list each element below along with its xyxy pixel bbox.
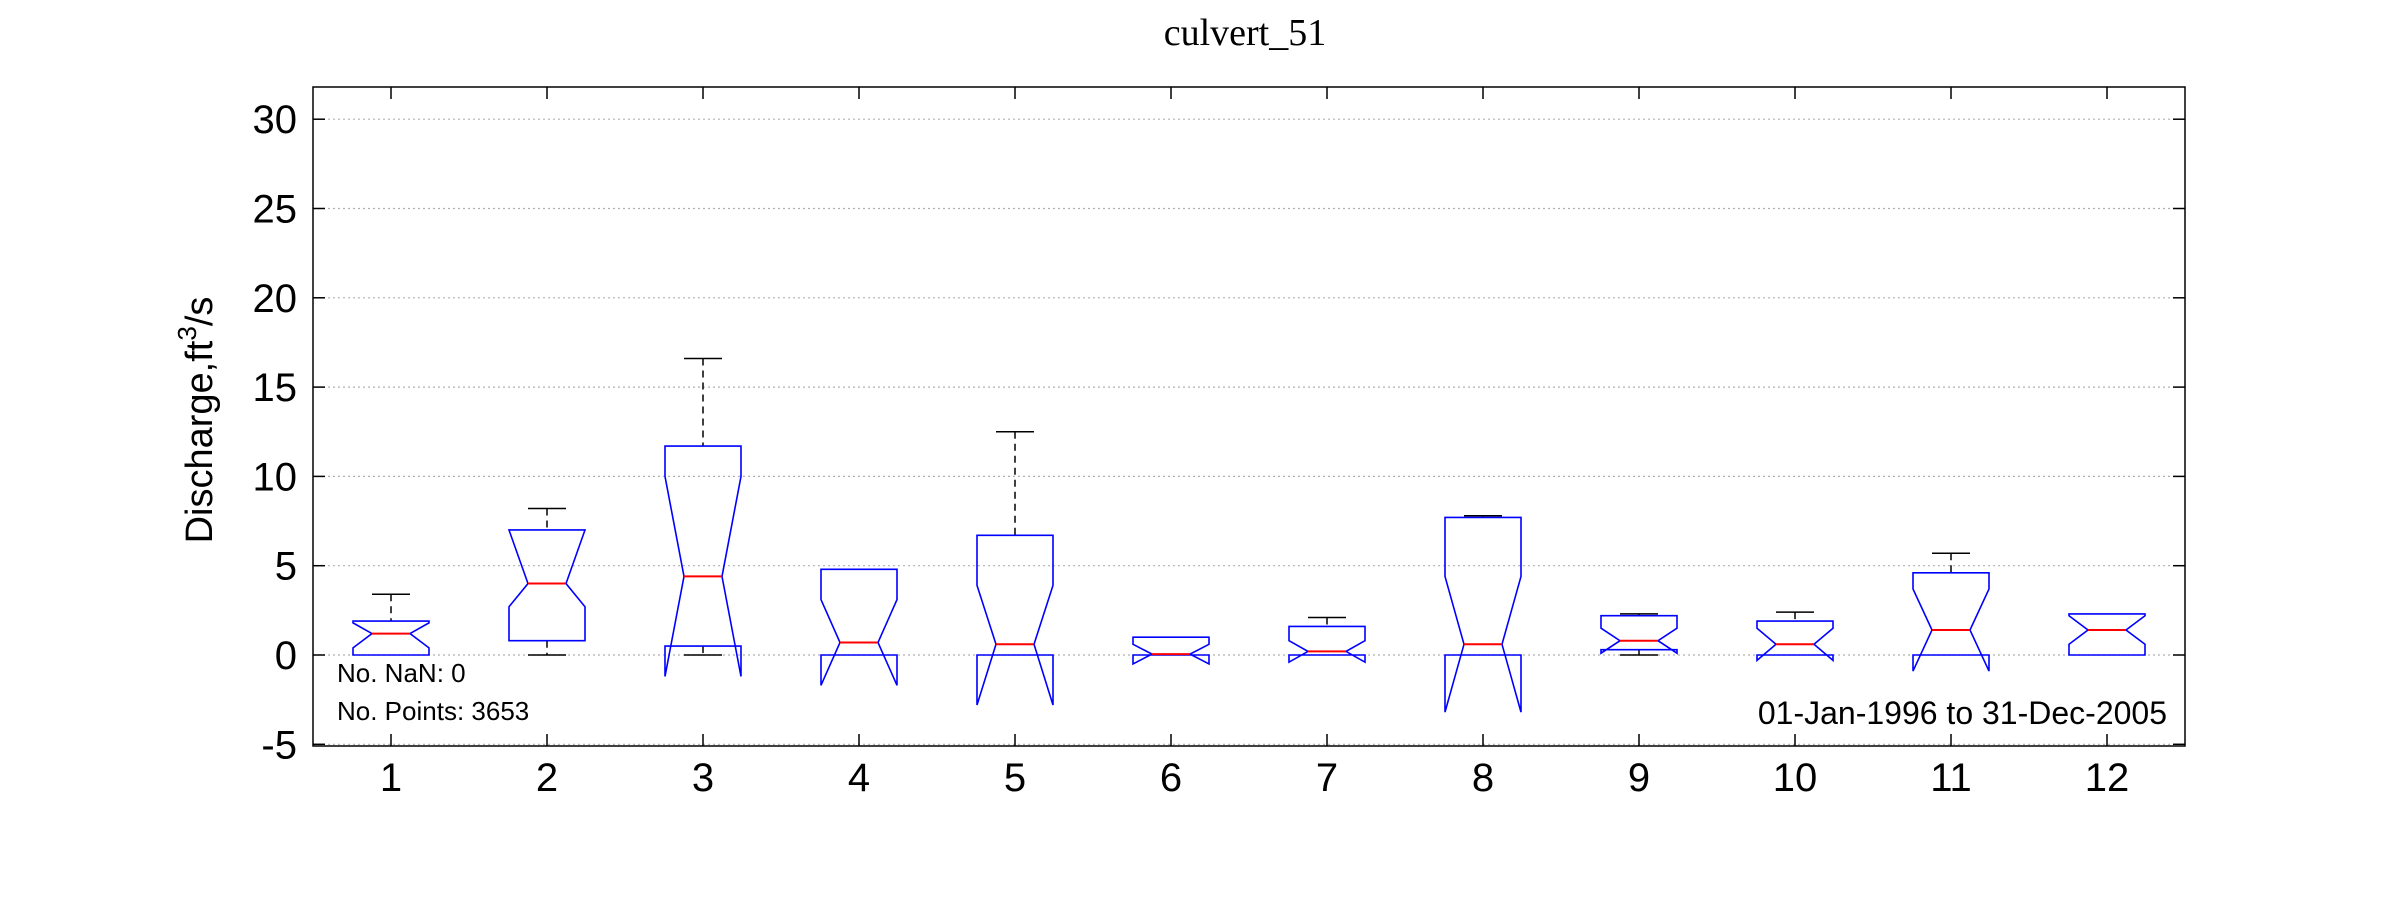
y-tick-label: -5 bbox=[261, 723, 297, 767]
y-tick-label: 20 bbox=[253, 277, 298, 321]
date-range-annotation: 01-Jan-1996 to 31-Dec-2005 bbox=[1758, 695, 2167, 731]
x-tick-label: 3 bbox=[692, 756, 714, 800]
x-tick-label: 4 bbox=[848, 756, 870, 800]
notched-box bbox=[507, 529, 587, 642]
x-tick-label: 8 bbox=[1472, 756, 1494, 800]
notched-box bbox=[352, 620, 430, 656]
box-11 bbox=[1912, 552, 1990, 672]
notched-box bbox=[1444, 516, 1522, 713]
nan-count-annotation: No. NaN: 0 bbox=[337, 658, 466, 688]
notched-box bbox=[1756, 620, 1834, 663]
chart-title: culvert_51 bbox=[1164, 12, 1327, 54]
points-count-annotation: No. Points: 3653 bbox=[337, 696, 529, 726]
notched-box bbox=[1600, 614, 1678, 655]
x-tick-label: 1 bbox=[380, 756, 402, 800]
x-tick-label: 10 bbox=[1773, 756, 1818, 800]
y-axis-ticks: -5 0 5 10 15 20 25 30 bbox=[253, 98, 2185, 767]
box-5 bbox=[976, 431, 1054, 706]
notched-box bbox=[664, 445, 742, 677]
axes-frame bbox=[312, 86, 2186, 747]
y-axis-label-tail: /s bbox=[179, 297, 221, 327]
x-tick-label: 6 bbox=[1160, 756, 1182, 800]
box-6 bbox=[1132, 636, 1210, 666]
x-tick-label: 9 bbox=[1628, 756, 1650, 800]
box-1 bbox=[352, 593, 430, 656]
box-12 bbox=[2068, 613, 2146, 656]
boxes bbox=[352, 357, 2146, 713]
notched-box bbox=[976, 534, 1054, 706]
grid-lines bbox=[313, 118, 2185, 745]
y-tick-label: 5 bbox=[275, 545, 297, 589]
x-tick-label: 5 bbox=[1004, 756, 1026, 800]
notched-box bbox=[820, 568, 898, 686]
x-tick-label: 12 bbox=[2085, 756, 2130, 800]
box-9 bbox=[1600, 613, 1678, 656]
y-tick-label: 30 bbox=[253, 98, 298, 142]
x-tick-label: 11 bbox=[1930, 756, 1972, 800]
notched-box bbox=[2068, 613, 2146, 656]
x-axis-ticks: 1 2 3 4 5 6 7 8 9 10 11 12 bbox=[380, 87, 2129, 800]
notched-box bbox=[1912, 572, 1990, 672]
y-tick-label: 0 bbox=[275, 634, 297, 678]
box-7 bbox=[1288, 616, 1366, 664]
box-10 bbox=[1756, 611, 1834, 663]
box-2 bbox=[507, 507, 587, 656]
y-axis-label-superscript: 3 bbox=[172, 326, 202, 340]
y-tick-label: 25 bbox=[253, 188, 298, 232]
y-tick-label: 10 bbox=[253, 455, 298, 499]
y-tick-label: 15 bbox=[253, 366, 298, 410]
y-axis-label: Discharge,ft3/s bbox=[172, 297, 221, 544]
box-8 bbox=[1444, 514, 1522, 713]
x-tick-label: 2 bbox=[536, 756, 558, 800]
notched-box bbox=[1288, 625, 1366, 664]
y-axis-label-main: Discharge,ft bbox=[179, 340, 221, 543]
notched-box bbox=[1132, 636, 1210, 666]
box-4 bbox=[820, 568, 898, 686]
box-3 bbox=[664, 357, 742, 677]
x-tick-label: 7 bbox=[1316, 756, 1338, 800]
